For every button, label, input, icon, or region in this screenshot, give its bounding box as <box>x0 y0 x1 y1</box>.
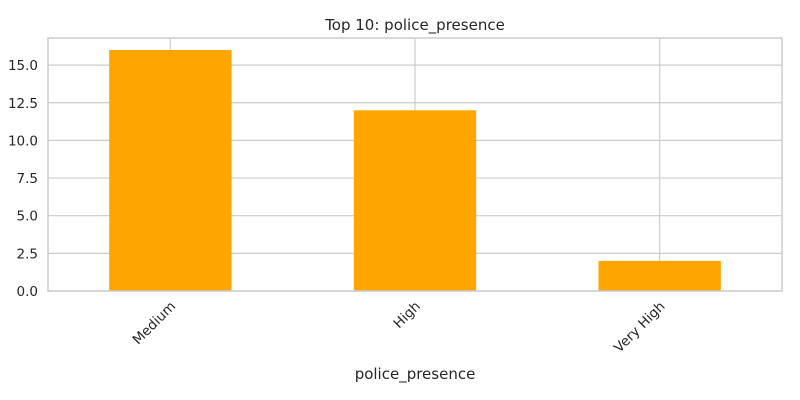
bars <box>109 50 721 292</box>
x-tick-label: Medium <box>130 299 179 348</box>
bar-very-high <box>598 260 721 291</box>
y-tick-label: 7.5 <box>17 171 38 187</box>
y-axis: 0.0 2.5 5.0 7.5 10.0 12.5 15.0 <box>8 58 38 300</box>
y-tick-label: 0.0 <box>17 284 38 300</box>
x-tick-label: High <box>391 299 424 332</box>
plot-frame <box>47 37 783 292</box>
y-tick-label: 12.5 <box>8 96 38 112</box>
y-tick-label: 15.0 <box>8 58 38 74</box>
x-axis-label: police_presence <box>355 365 476 384</box>
y-tick-label: 5.0 <box>17 209 38 225</box>
y-tick-label: 10.0 <box>8 133 38 149</box>
x-tick-label: Very High <box>611 299 669 357</box>
bar-high <box>353 110 477 292</box>
bar-medium <box>109 50 232 291</box>
x-axis: Medium High Very High <box>130 299 669 357</box>
y-tick-label: 2.5 <box>17 246 38 262</box>
chart-title: Top 10: police_presence <box>324 16 505 35</box>
